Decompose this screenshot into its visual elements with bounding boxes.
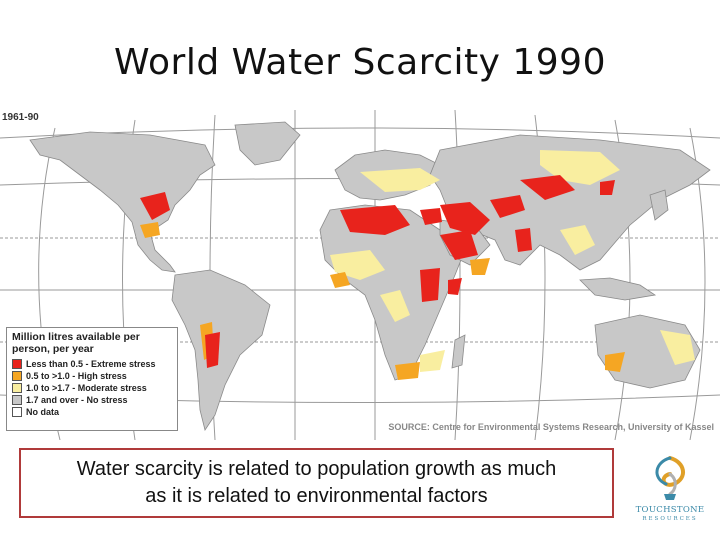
legend-item-high: 0.5 to >1.0 - High stress [12,370,172,382]
se-asia-islands [579,277,657,301]
madagascar [451,334,466,369]
world-water-scarcity-map [0,110,720,440]
legend-label: 1.0 to >1.7 - Moderate stress [26,383,147,393]
legend-swatch [12,371,22,381]
legend-item-no-data: No data [12,406,172,418]
legend-swatch [12,359,22,369]
legend-label: 0.5 to >1.0 - High stress [26,371,127,381]
extreme-stress-regions [140,175,615,368]
caption-line2: as it is related to environmental factor… [145,485,488,507]
legend-title-line2: person, per year [12,343,94,355]
map-period-label: 1961-90 [2,112,39,123]
japan [649,189,669,221]
legend-swatch [12,383,22,393]
legend-label: 1.7 and over - No stress [26,395,128,405]
legend-title: Million litres available per person, per… [12,331,172,355]
logo-name: TOUCHSTONE [635,505,705,515]
legend-item-extreme: Less than 0.5 - Extreme stress [12,358,172,370]
map-source-credit: SOURCE: Centre for Environmental Systems… [388,422,714,432]
legend-item-moderate: 1.0 to >1.7 - Moderate stress [12,382,172,394]
legend-swatch [12,407,22,417]
logo-subtitle: RESOURCES [642,516,698,522]
caption-line1: Water scarcity is related to population … [76,458,557,480]
legend-title-line1: Million litres available per [12,331,140,343]
slide-title: World Water Scarcity 1990 [114,42,606,83]
touchstone-logo-icon [655,456,685,500]
north-america [29,131,216,273]
legend-label: Less than 0.5 - Extreme stress [26,359,156,369]
legend-label: No data [26,407,60,417]
caption-box: Water scarcity is related to population … [19,448,614,518]
legend-swatch [12,395,22,405]
greenland [234,121,301,166]
high-stress-regions [140,222,625,380]
legend-item-no-stress: 1.7 and over - No stress [12,394,172,406]
south-america [171,269,271,431]
map-legend: Million litres available per person, per… [6,327,178,431]
